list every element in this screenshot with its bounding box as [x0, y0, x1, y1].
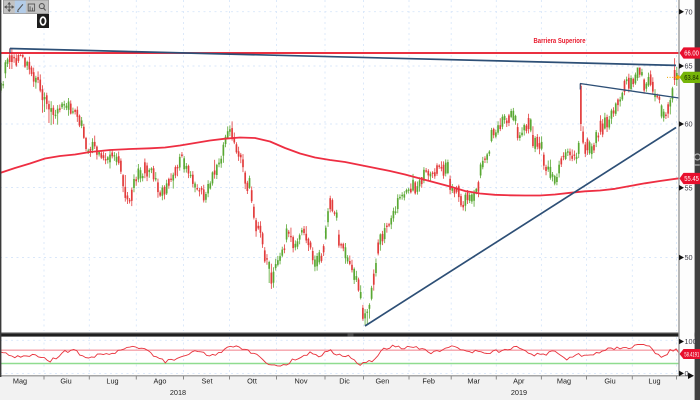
svg-text:Dic: Dic	[339, 376, 350, 385]
svg-text:Lug: Lug	[106, 376, 118, 385]
svg-text:2018: 2018	[170, 388, 186, 397]
svg-text:100: 100	[685, 337, 697, 346]
svg-text:Set: Set	[202, 376, 213, 385]
svg-text:Mar: Mar	[467, 376, 480, 385]
svg-text:55: 55	[685, 183, 693, 192]
svg-text:Gen: Gen	[376, 376, 390, 385]
svg-text:Giu: Giu	[60, 376, 71, 385]
svg-text:2019: 2019	[511, 388, 527, 397]
svg-text:Ago: Ago	[154, 376, 167, 385]
svg-text:50: 50	[685, 253, 693, 262]
svg-text:66.00: 66.00	[684, 51, 699, 58]
svg-text:65: 65	[685, 62, 693, 71]
svg-text:70: 70	[685, 7, 693, 16]
svg-text:55.45: 55.45	[684, 176, 699, 183]
svg-text:63.84: 63.84	[684, 75, 699, 82]
svg-text:Ott: Ott	[247, 376, 257, 385]
svg-text:60: 60	[685, 120, 693, 129]
svg-text:Feb: Feb	[422, 376, 435, 385]
svg-text:Lug: Lug	[648, 376, 660, 385]
svg-text:0: 0	[685, 369, 689, 378]
svg-text:58.4191: 58.4191	[684, 352, 699, 359]
svg-text:Apr: Apr	[513, 376, 525, 385]
svg-text:Nov: Nov	[295, 376, 308, 385]
svg-text:Barriera Superiore: Barriera Superiore	[534, 36, 586, 45]
svg-text:Mag: Mag	[557, 376, 571, 385]
svg-text:Mag: Mag	[13, 376, 27, 385]
svg-text:Giu: Giu	[604, 376, 615, 385]
